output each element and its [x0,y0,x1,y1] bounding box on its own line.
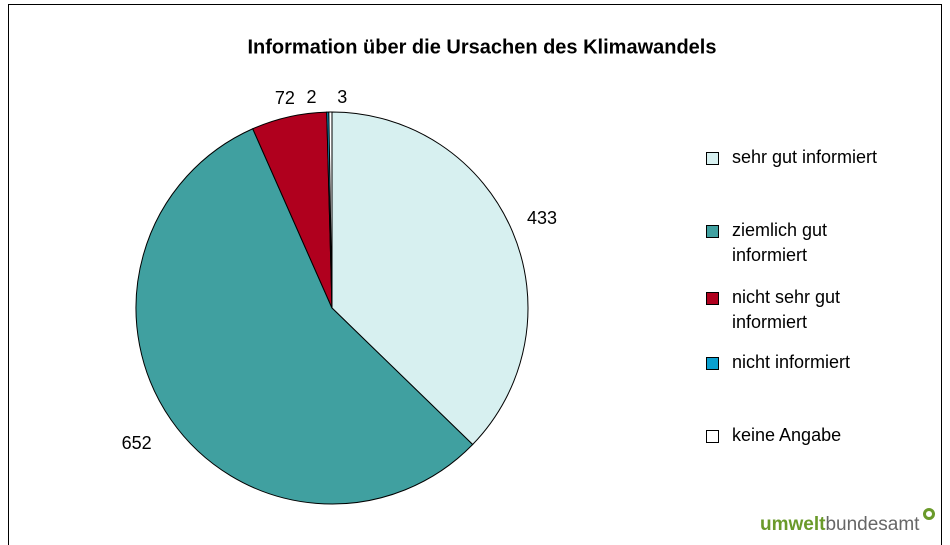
legend-item: keine Angabe [700,423,907,448]
legend-item: nicht sehr gut informiert [700,285,907,335]
legend-label: keine Angabe [732,425,842,445]
data-label: 433 [527,208,557,228]
legend-label: nicht sehr gut informiert [732,287,841,332]
legend-swatch [706,292,719,305]
logo: umwelt bundesamt [760,508,935,535]
legend-label: ziemlich gut informiert [732,220,828,265]
legend-item: sehr gut informiert [700,145,907,170]
legend-swatch [706,152,719,165]
legend-item: nicht informiert [700,350,907,375]
legend-label: sehr gut informiert [732,147,878,167]
legend-item: ziemlich gut informiert [700,218,907,268]
logo-rest: bundesamt [825,514,920,535]
pie-slice [331,111,529,446]
pie-slice [328,111,333,309]
logo-icon [923,508,935,520]
logo-bold: umwelt [760,514,826,535]
data-label: 3 [337,87,347,107]
legend-swatch [706,357,719,370]
frame [8,4,942,545]
legend-swatch [706,430,719,443]
chart-title: Information über die Ursachen des Klimaw… [247,36,716,58]
data-label: 652 [122,433,152,453]
legend-swatch [706,225,719,238]
legend-label: nicht informiert [732,352,851,372]
pie-slice [135,128,474,505]
data-label: 2 [306,87,316,107]
data-label: 72 [275,88,295,108]
